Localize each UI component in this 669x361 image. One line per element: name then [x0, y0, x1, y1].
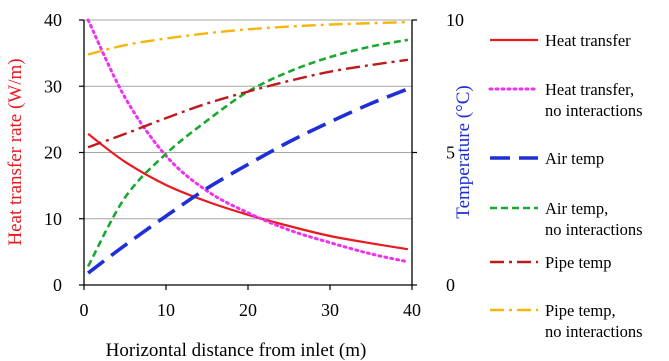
legend-label-2: no interactions — [545, 101, 643, 120]
left-y-tick-label: 20 — [44, 143, 62, 163]
x-tick-label: 0 — [80, 300, 89, 320]
series-line-1 — [87, 133, 409, 251]
right-y-tick-label: 10 — [446, 10, 464, 30]
x-axis-label: Horizontal distance from inlet (m) — [106, 340, 367, 361]
legend-label-6: Pipe temp, — [545, 301, 616, 320]
left-y-tick-label: 40 — [44, 10, 62, 30]
right-y-tick-label: 0 — [446, 275, 455, 295]
right-y-tick-label: 5 — [446, 143, 455, 163]
legend-label-6: no interactions — [545, 322, 643, 341]
series-line-6 — [87, 20, 408, 56]
x-tick-label: 10 — [157, 300, 175, 320]
left-y-axis-label: Heat transfer rate (W/m) — [5, 58, 26, 245]
legend-label-3: Air temp — [545, 149, 604, 168]
legend-label-1: Heat transfer — [545, 31, 631, 50]
legend-label-4: no interactions — [545, 220, 643, 239]
series-line-5 — [87, 58, 409, 149]
legend: Heat transfer Heat transfer, no interactio… — [488, 31, 643, 341]
legend-label-5: Pipe temp — [545, 253, 611, 272]
series-line-2 — [86, 18, 410, 264]
series-lines — [86, 18, 410, 275]
series-line-3 — [87, 87, 409, 275]
x-tick-label: 40 — [403, 300, 421, 320]
axes — [79, 19, 417, 290]
left-y-tick-label: 0 — [53, 275, 62, 295]
left-y-tick-label: 10 — [44, 209, 62, 229]
left-y-tick-label: 30 — [44, 76, 62, 96]
series-line-4 — [86, 38, 409, 268]
legend-label-4: Air temp, — [545, 199, 608, 218]
right-y-axis-label: Temperature (°C) — [453, 85, 474, 218]
x-tick-label: 30 — [321, 300, 339, 320]
tick-labels: 0 10 20 30 40 0 10 20 30 40 0 5 10 — [44, 10, 464, 320]
gridlines — [84, 19, 412, 286]
x-tick-label: 20 — [239, 300, 257, 320]
legend-label-2: Heat transfer, — [545, 80, 634, 99]
